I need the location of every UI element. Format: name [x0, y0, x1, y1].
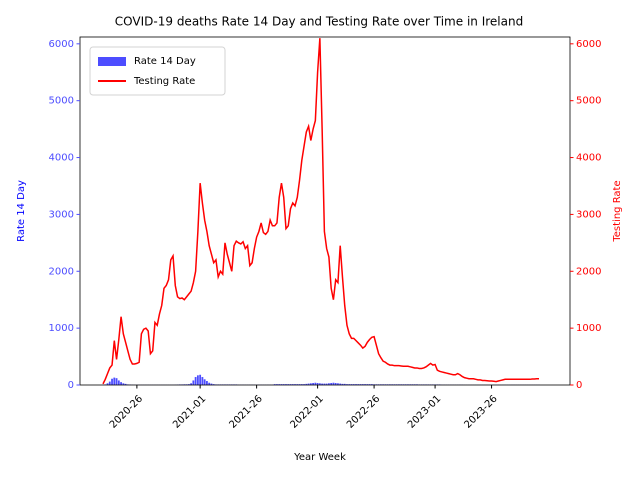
x-tick-label: 2021-26	[228, 393, 265, 430]
y2-tick-label: 4000	[576, 153, 601, 164]
y-axis-label: Rate 14 Day	[16, 180, 27, 242]
x-axis-label: Year Week	[293, 452, 346, 463]
y-tick-label: 0	[68, 380, 74, 391]
chart-title: COVID-19 deaths Rate 14 Day and Testing …	[115, 15, 523, 29]
y2-tick-label: 0	[576, 380, 582, 391]
legend-label: Rate 14 Day	[134, 56, 196, 67]
y-tick-label: 1000	[49, 323, 74, 334]
legend-box	[90, 47, 225, 95]
bar	[195, 377, 197, 385]
x-tick-label: 2022-26	[345, 393, 382, 430]
y2-tick-label: 6000	[576, 39, 601, 50]
bar	[118, 380, 120, 385]
x-tick-label: 2020-26	[108, 393, 145, 430]
bar	[192, 380, 194, 385]
y2-tick-label: 3000	[576, 209, 601, 220]
y-tick-label: 4000	[49, 153, 74, 164]
y-tick-label: 5000	[49, 96, 74, 107]
x-tick-label: 2023-26	[462, 393, 499, 430]
bar	[201, 377, 203, 385]
x-tick-label: 2022-01	[289, 393, 326, 430]
y2-tick-label: 1000	[576, 323, 601, 334]
bar	[197, 375, 199, 385]
bar	[204, 379, 206, 385]
bar	[113, 378, 115, 385]
x-tick-label: 2021-01	[171, 393, 208, 430]
bar	[199, 375, 201, 385]
x-tick-label: 2023-01	[406, 393, 443, 430]
bar	[111, 379, 113, 385]
y2-tick-label: 2000	[576, 266, 601, 277]
y2-tick-label: 5000	[576, 96, 601, 107]
y-tick-label: 3000	[49, 209, 74, 220]
bar	[120, 382, 122, 385]
y-tick-label: 2000	[49, 266, 74, 277]
y-tick-label: 6000	[49, 39, 74, 50]
bar	[116, 378, 118, 385]
y2-axis-label: Testing Rate	[612, 180, 623, 242]
legend-swatch	[98, 57, 126, 66]
bar	[109, 382, 111, 385]
bar	[206, 381, 208, 385]
legend-label: Testing Rate	[133, 76, 195, 87]
